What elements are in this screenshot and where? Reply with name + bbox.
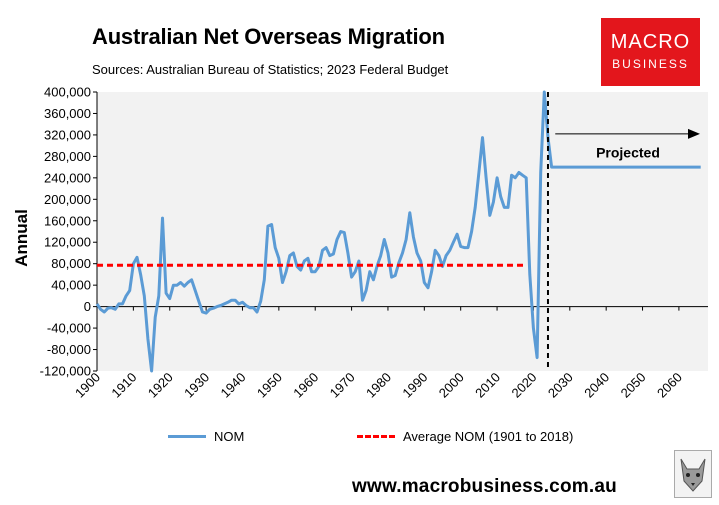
y-tick-label: 120,000	[44, 235, 91, 250]
x-tick-label: 1930	[181, 370, 212, 401]
x-tick-label: 1910	[108, 370, 139, 401]
x-tick-label: 2040	[581, 370, 612, 401]
x-tick-label: 2030	[545, 370, 576, 401]
logo-line-2: BUSINESS	[612, 57, 689, 71]
y-tick-label: 160,000	[44, 213, 91, 228]
macrobusiness-logo: MACRO BUSINESS	[601, 18, 700, 86]
y-tick-label: 360,000	[44, 106, 91, 121]
x-tick-label: 1950	[254, 370, 285, 401]
x-tick-label: 2010	[472, 370, 503, 401]
legend-item-nom: NOM	[168, 429, 244, 444]
y-tick-label: -120,000	[40, 364, 91, 379]
x-tick-label: 1990	[399, 370, 430, 401]
projected-annotation: Projected	[596, 144, 660, 160]
chart-subtitle: Sources: Australian Bureau of Statistics…	[92, 62, 449, 77]
x-tick-label: 1940	[218, 370, 249, 401]
y-tick-label: 320,000	[44, 127, 91, 142]
x-tick-label: 2050	[618, 370, 649, 401]
y-tick-label: 400,000	[44, 85, 91, 100]
x-tick-label: 1980	[363, 370, 394, 401]
legend-item-average: Average NOM (1901 to 2018)	[357, 429, 573, 444]
series-line-nom	[95, 90, 701, 373]
y-tick-label: -40,000	[47, 321, 91, 336]
x-tick-label: 1970	[327, 370, 358, 401]
y-tick-label: 200,000	[44, 192, 91, 207]
x-tick-label: 2020	[508, 370, 539, 401]
footer-url: www.macrobusiness.com.au	[352, 476, 617, 497]
y-tick-label: -80,000	[47, 342, 91, 357]
wolf-mascot-icon	[674, 450, 712, 498]
y-tick-label: 40,000	[51, 278, 91, 293]
x-tick-label: 1960	[290, 370, 321, 401]
legend-label-nom: NOM	[214, 429, 245, 444]
x-tick-label: 2060	[654, 370, 685, 401]
plot-area	[97, 92, 708, 371]
x-tick-label: 1920	[145, 370, 176, 401]
x-tick-label: 2000	[436, 370, 467, 401]
legend-swatch-average	[357, 435, 395, 438]
y-tick-label: 280,000	[44, 149, 91, 164]
legend-label-average: Average NOM (1901 to 2018)	[403, 429, 574, 444]
legend-swatch-nom	[168, 435, 206, 438]
projected-arrow-head	[688, 128, 700, 139]
y-tick-label: 240,000	[44, 170, 91, 185]
chart-title: Australian Net Overseas Migration	[92, 24, 445, 49]
logo-line-1: MACRO	[610, 31, 691, 53]
y-tick-label: 80,000	[51, 256, 91, 271]
y-tick-label: 0	[84, 299, 91, 314]
